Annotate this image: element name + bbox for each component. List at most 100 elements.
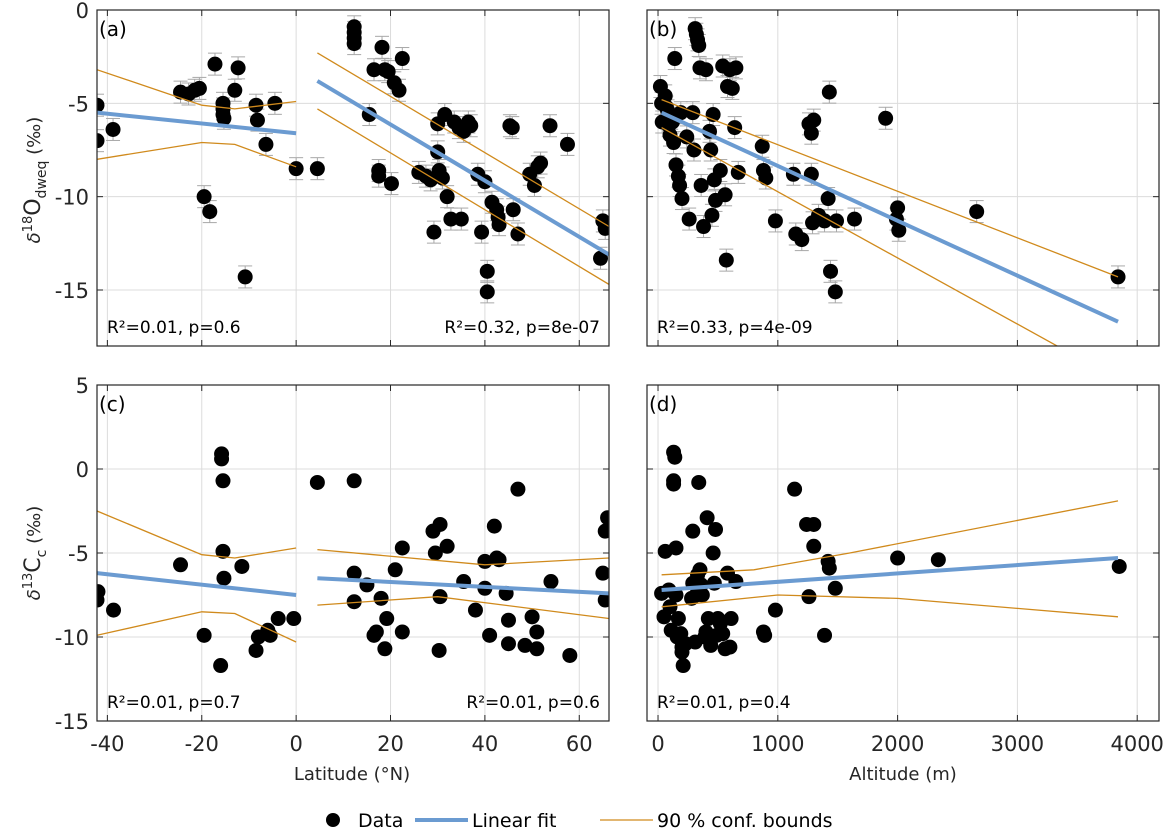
data-point: [474, 224, 490, 240]
data-point: [803, 125, 819, 141]
conf-bound-lower: [661, 127, 1059, 346]
data-point: [346, 473, 362, 489]
data-point: [704, 207, 720, 223]
data-point: [309, 161, 325, 177]
data-point: [309, 474, 325, 490]
plot-area: [652, 17, 1126, 346]
y-tick-label: -10: [55, 626, 89, 650]
data-point: [686, 142, 702, 158]
linear-fit-line: [97, 571, 297, 597]
data-point: [248, 642, 264, 658]
data-point: [426, 224, 442, 240]
data-point: [526, 177, 542, 193]
data-point: [667, 51, 683, 67]
data-point: [692, 562, 708, 578]
data-point: [196, 189, 212, 205]
data-point: [216, 110, 232, 126]
data-point: [827, 284, 843, 300]
data-point: [754, 138, 770, 154]
data-point: [666, 135, 682, 151]
data-point: [230, 60, 246, 76]
data-point: [685, 105, 701, 121]
data-point: [524, 609, 540, 625]
data-point: [703, 142, 719, 158]
data-point: [699, 510, 715, 526]
data-point: [675, 658, 691, 674]
linear-fit-line: [317, 576, 609, 596]
data-point: [173, 557, 189, 573]
data-point: [202, 204, 218, 220]
y-tick-label: 5: [76, 374, 89, 398]
y-tick-label: -10: [55, 186, 89, 210]
data-point: [97, 133, 105, 149]
x-tick-label: 0: [651, 732, 664, 756]
panel-label: (a): [99, 17, 127, 41]
data-point: [820, 191, 836, 207]
x-tick-label: -40: [90, 732, 124, 756]
data-point: [491, 552, 507, 568]
data-point: [694, 587, 710, 603]
data-point: [97, 592, 105, 608]
conf-bound-lower: [97, 611, 297, 643]
x-tick-label: 3000: [991, 732, 1044, 756]
panel-b: (b) R²=0.33, p=4e-09: [646, 9, 1160, 347]
y-tick-label: -5: [68, 92, 89, 116]
axes-frame: [646, 9, 1160, 347]
data-point: [730, 164, 746, 180]
data-point: [821, 560, 837, 576]
linear-fit-line: [661, 556, 1119, 592]
data-point: [1110, 269, 1126, 285]
xlabel-latitude: Latitude (°N): [294, 764, 410, 785]
data-point: [439, 189, 455, 205]
data-point: [662, 599, 678, 615]
data-point: [346, 565, 362, 581]
data-point: [443, 211, 459, 227]
data-point: [878, 110, 894, 126]
data-point: [270, 611, 286, 627]
data-point: [817, 213, 833, 229]
data-point: [267, 95, 283, 111]
data-point: [823, 263, 839, 279]
data-point: [562, 647, 578, 663]
data-point: [542, 118, 558, 134]
data-point: [696, 219, 712, 235]
data-point: [717, 187, 733, 203]
conf-bound-upper: [661, 98, 1119, 278]
x-tick-label: 60: [566, 732, 593, 756]
x-tick-label: 4000: [1110, 732, 1163, 756]
data-point: [787, 481, 803, 497]
legend-data-marker: [326, 813, 340, 827]
data-point: [500, 612, 516, 628]
data-point: [679, 129, 695, 145]
data-point: [533, 155, 549, 171]
data-point: [427, 545, 443, 561]
data-point: [432, 516, 448, 532]
y-tick-label: -15: [55, 710, 89, 734]
axes-frame: [96, 384, 610, 722]
data-point: [453, 211, 469, 227]
data-point: [728, 60, 744, 76]
data-point: [215, 543, 231, 559]
data-point: [368, 624, 384, 640]
panel-label: (d): [649, 392, 677, 416]
data-point: [346, 36, 362, 52]
legend-bounds-label: 90 % conf. bounds: [657, 810, 833, 830]
data-point: [288, 161, 304, 177]
data-point: [757, 627, 773, 643]
conf-bound-lower: [317, 596, 609, 620]
data-point: [366, 62, 382, 78]
data-point: [215, 473, 231, 489]
data-point: [806, 516, 822, 532]
panel-c: -40 -20 0 20 40 60 5 0 -5 -10 -15 (c) R²=0.01, p=0.7…: [55, 374, 610, 756]
y-tick-label: 0: [76, 0, 89, 23]
data-point: [691, 474, 707, 490]
data-point: [668, 587, 684, 603]
data-point: [668, 540, 684, 556]
data-point: [559, 136, 575, 152]
data-point: [249, 112, 265, 128]
data-point: [817, 627, 833, 643]
data-point: [517, 637, 533, 653]
data-point: [705, 545, 721, 561]
plot-area: [654, 444, 1127, 674]
